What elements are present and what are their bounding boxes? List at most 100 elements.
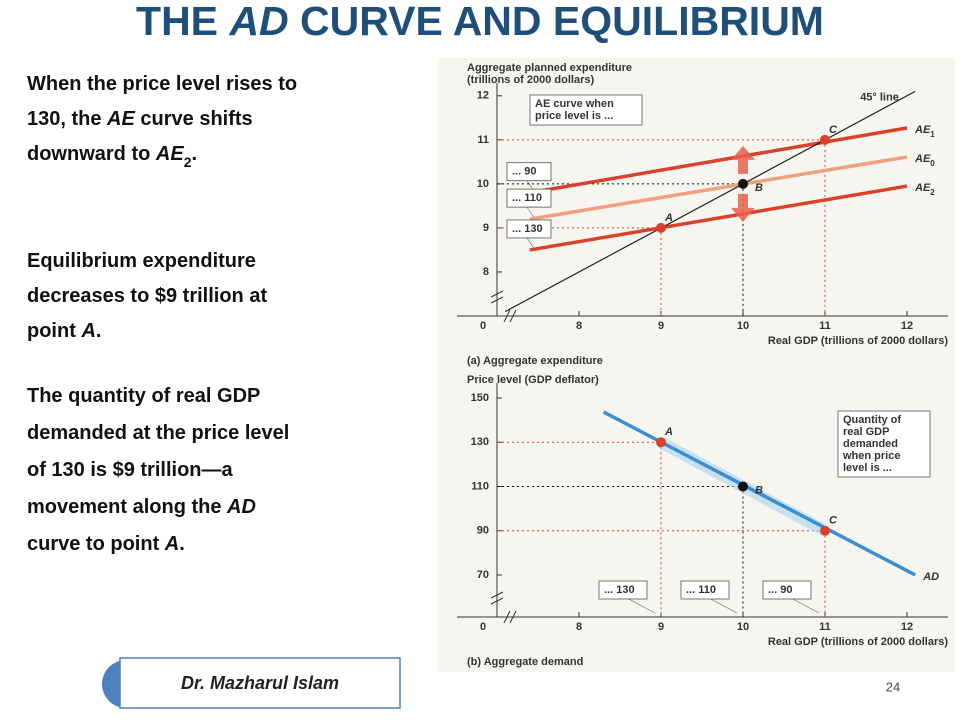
point-label: C: [829, 124, 838, 136]
text-run: .: [191, 143, 197, 165]
text-run: movement along the: [27, 496, 227, 518]
series-line: [529, 155, 908, 221]
text-run: point: [27, 320, 81, 342]
y-tick-label: 130: [471, 436, 489, 448]
label-box: [529, 94, 643, 126]
text-run: .: [96, 320, 102, 342]
paragraph-line: The quantity of real GDP: [27, 385, 260, 407]
point-label: B: [755, 182, 763, 194]
axis-break: [509, 309, 517, 323]
series-subscript: 1: [930, 130, 935, 139]
x-tick-label: 12: [901, 621, 913, 633]
text-run: AE: [155, 143, 184, 165]
text-run: CURVE AND EQUILIBRIUM: [289, 0, 824, 44]
label-box: [762, 580, 812, 600]
x-tick-label: 10: [737, 621, 749, 633]
series-subscript: 2: [930, 188, 935, 197]
label-box: [680, 580, 730, 600]
x-axis-label: Real GDP (trillions of 2000 dollars): [768, 636, 948, 648]
paragraph-line: When the price level rises to: [27, 73, 297, 95]
label-box-text: demanded: [843, 438, 898, 450]
x-tick-label: 11: [819, 320, 831, 332]
leader: [624, 596, 656, 614]
axis-break: [490, 597, 504, 605]
y-tick-label: 8: [483, 266, 489, 278]
series-label: AE0: [914, 153, 935, 168]
text-run: downward to: [27, 143, 156, 165]
y-tick-label: 10: [477, 178, 489, 190]
series-label: AE1: [914, 124, 935, 139]
text-run: curve to point: [27, 533, 165, 555]
label-box: [598, 580, 648, 600]
series-subscript: 0: [930, 159, 935, 168]
paragraph-line: of 130 is $9 trillion—a: [27, 459, 234, 481]
point-label: C: [829, 515, 838, 527]
series-label: AE2: [914, 182, 935, 197]
text-run: AD: [228, 0, 288, 44]
text-run: A: [80, 320, 95, 342]
y-tick-label: 150: [471, 392, 489, 404]
origin-label: 0: [480, 621, 486, 633]
caption: (a) Aggregate expenditure: [467, 355, 603, 367]
text-run: THE: [136, 0, 229, 44]
label-box: [506, 188, 552, 208]
series-label: AD: [922, 571, 939, 583]
label-box-text: level is ...: [843, 462, 892, 474]
text-run: Equilibrium expenditure: [27, 250, 256, 272]
point: [656, 222, 666, 233]
text-run: AE: [106, 108, 135, 130]
author: Dr. Mazharul Islam: [181, 673, 339, 693]
paragraph-line: demanded at the price level: [27, 422, 289, 444]
y-tick-label: 9: [483, 222, 489, 234]
point: [820, 525, 830, 536]
series-name: AD: [922, 571, 939, 583]
text-run: The quantity of real GDP: [27, 385, 260, 407]
label-box: [506, 162, 552, 182]
x-tick-label: 11: [819, 621, 831, 633]
axis-break: [490, 591, 504, 599]
text-run: demanded at the price level: [27, 422, 289, 444]
shift-arrow: [731, 145, 755, 174]
label-box-text: AE curve when: [535, 98, 614, 110]
caption: (b) Aggregate demand: [467, 656, 583, 668]
label-box: [837, 410, 931, 478]
text-run: decreases to $9 trillion at: [27, 285, 267, 307]
series-line: [529, 126, 908, 195]
axis-break: [490, 290, 504, 298]
text-run: A: [164, 533, 179, 555]
axis-break: [509, 610, 517, 624]
paragraph-line: 130, the AE curve shifts: [27, 108, 253, 130]
point-label: B: [755, 484, 763, 496]
x-tick-label: 9: [658, 320, 664, 332]
point: [820, 134, 830, 145]
x-tick-label: 9: [658, 621, 664, 633]
y-axis-label: (trillions of 2000 dollars): [467, 74, 594, 86]
x-tick-label: 8: [576, 621, 582, 633]
label-box-text: ... 110: [686, 584, 716, 596]
text-run: of 130 is $9 trillion—a: [27, 459, 234, 481]
text-run: When the price level rises to: [27, 73, 297, 95]
page-number: 24: [886, 679, 900, 694]
text-run: 130, the: [27, 108, 107, 130]
label-box-text: real GDP: [843, 426, 889, 438]
x-tick-label: 8: [576, 320, 582, 332]
series-label: 45° line: [860, 91, 899, 103]
axis-break: [503, 309, 511, 323]
text-run: AD: [226, 496, 256, 518]
text-run: .: [179, 533, 185, 555]
label-box-text: Quantity of: [843, 414, 901, 426]
series-line: [529, 184, 908, 252]
slide-title: THE AD CURVE AND EQUILIBRIUM: [136, 0, 824, 44]
series-line: [602, 410, 917, 577]
y-tick-label: 70: [477, 569, 489, 581]
leader: [526, 206, 535, 218]
x-tick-label: 12: [901, 320, 913, 332]
paragraph-line: curve to point A.: [27, 533, 185, 555]
series-name: AE: [914, 124, 931, 136]
axis-break: [503, 610, 511, 624]
paragraph-line: point A.: [27, 320, 101, 342]
y-tick-label: 11: [477, 134, 489, 146]
label-box-text: ... 130: [604, 584, 635, 596]
point: [656, 437, 666, 448]
